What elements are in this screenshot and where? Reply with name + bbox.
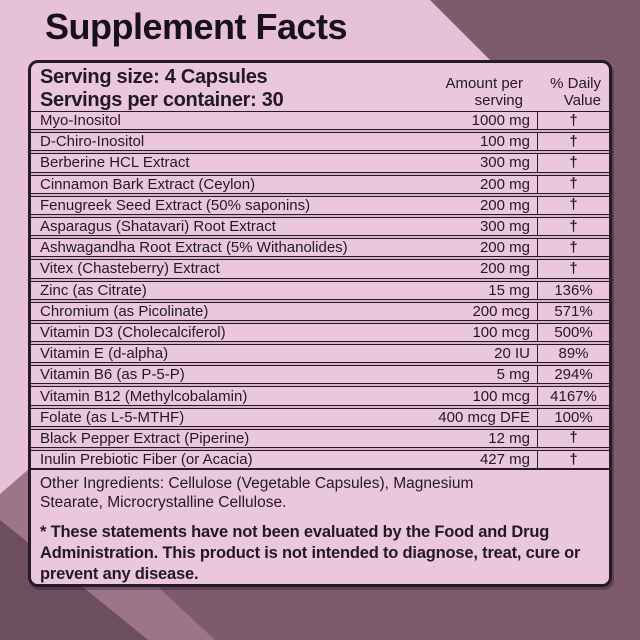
table-row: Cinnamon Bark Extract (Ceylon) 200 mg †	[31, 174, 609, 194]
panel-footer: Other Ingredients: Cellulose (Vegetable …	[31, 469, 609, 584]
ingredient-amount: 200 mg	[479, 196, 530, 214]
table-row: Zinc (as Citrate) 15 mg 136%	[31, 280, 609, 300]
ingredient-name: Vitamin B12 (Methylcobalamin)	[40, 387, 248, 405]
table-row: Vitamin B12 (Methylcobalamin) 100 mcg 4167…	[31, 386, 609, 406]
daily-value-dagger: †	[537, 133, 609, 151]
table-row: Vitamin B6 (as P-5-P) 5 mg 294%	[31, 365, 609, 385]
ingredient-name: Zinc (as Citrate)	[40, 281, 147, 299]
page-title: Supplement Facts	[45, 6, 348, 47]
ingredient-daily-value: 571%	[537, 302, 609, 320]
table-row: Vitamin D3 (Cholecalciferol) 100 mcg 500%	[31, 322, 609, 343]
daily-value-dagger: †	[537, 175, 609, 193]
ingredient-amount: 1000 mg	[471, 112, 530, 130]
ingredient-name: D-Chiro-Inositol	[40, 133, 145, 151]
ingredient-amount: 100 mg	[479, 133, 530, 151]
daily-value-dagger: †	[537, 217, 609, 236]
ingredient-amount: 15 mg	[488, 281, 530, 299]
ingredient-amount: 200 mg	[479, 175, 530, 193]
ingredient-daily-value: 294%	[537, 366, 609, 384]
table-row: Fenugreek Seed Extract (50% saponins) 200…	[31, 195, 609, 215]
ingredient-amount: 12 mg	[488, 429, 530, 447]
table-row: Chromium (as Picolinate) 200 mcg 571%	[31, 301, 609, 321]
ingredient-name: Vitamin D3 (Cholecalciferol)	[40, 323, 226, 341]
ingredient-amount: 100 mcg	[472, 323, 530, 341]
daily-value-dagger: †	[537, 451, 609, 469]
ingredient-rows: Myo-Inositol 1000 mg † D-Chiro-Inositol 100 …	[31, 111, 609, 470]
ingredient-name: Myo-Inositol	[40, 112, 121, 130]
other-ingredients: Other Ingredients: Cellulose (Vegetable …	[40, 475, 474, 512]
ingredient-name: Black Pepper Extract (Piperine)	[40, 429, 250, 447]
column-headers: Amount per serving % Daily Value	[445, 66, 603, 109]
amount-column-header: Amount per serving	[445, 75, 523, 109]
ingredient-name: Folate (as L-5-MTHF)	[40, 408, 185, 426]
ingredient-daily-value: 4167%	[537, 387, 609, 405]
table-row: D-Chiro-Inositol 100 mg †	[31, 132, 609, 152]
table-row: Ashwagandha Root Extract (5% Withanolide…	[31, 238, 609, 258]
ingredient-amount: 200 mg	[479, 260, 530, 278]
ingredient-daily-value: 89%	[537, 345, 609, 363]
ingredient-daily-value: 136%	[537, 281, 609, 299]
table-row: Asparagus (Shatavari) Root Extract 300 mg…	[31, 216, 609, 237]
daily-value-column-header: % Daily Value	[550, 75, 601, 109]
ingredient-name: Fenugreek Seed Extract (50% saponins)	[40, 196, 311, 214]
serving-size: Serving size: 4 Capsules	[40, 66, 268, 88]
daily-value-dagger: †	[537, 239, 609, 257]
ingredient-amount: 400 mcg DFE	[438, 408, 530, 426]
ingredient-amount: 300 mg	[479, 218, 530, 236]
ingredient-amount: 100 mcg	[472, 387, 530, 405]
supplement-facts-panel: Serving size: 4 Capsules Servings per co…	[28, 60, 612, 587]
daily-value-dagger: †	[537, 429, 609, 447]
ingredient-daily-value: 500%	[537, 323, 609, 342]
ingredient-name: Ashwagandha Root Extract (5% Withanolide…	[40, 239, 348, 257]
fda-disclaimer: * These statements have not been evaluat…	[40, 523, 581, 584]
servings-per-container: Servings per container: 30	[40, 89, 284, 111]
ingredient-name: Asparagus (Shatavari) Root Extract	[40, 218, 276, 236]
ingredient-name: Vitamin B6 (as P-5-P)	[40, 366, 185, 384]
ingredient-name: Vitex (Chasteberry) Extract	[40, 260, 220, 278]
ingredient-amount: 300 mg	[479, 154, 530, 172]
ingredient-amount: 20 IU	[494, 345, 530, 363]
daily-value-dagger: †	[537, 196, 609, 214]
table-row: Myo-Inositol 1000 mg †	[31, 111, 609, 131]
daily-value-dagger: †	[537, 154, 609, 172]
ingredient-name: Chromium (as Picolinate)	[40, 302, 209, 320]
ingredient-amount: 5 mg	[496, 366, 530, 384]
table-row: Vitamin E (d-alpha) 20 IU 89%	[31, 344, 609, 364]
table-row: Inulin Prebiotic Fiber (or Acacia) 427 mg…	[31, 450, 609, 470]
table-row: Vitex (Chasteberry) Extract 200 mg †	[31, 259, 609, 279]
ingredient-name: Vitamin E (d-alpha)	[40, 345, 169, 363]
table-row: Black Pepper Extract (Piperine) 12 mg †	[31, 428, 609, 448]
ingredient-name: Cinnamon Bark Extract (Ceylon)	[40, 175, 256, 193]
ingredient-amount: 200 mcg	[472, 302, 530, 320]
ingredient-name: Inulin Prebiotic Fiber (or Acacia)	[40, 451, 253, 469]
ingredient-name: Berberine HCL Extract	[40, 154, 190, 172]
ingredient-amount: 200 mg	[479, 239, 530, 257]
panel-header: Serving size: 4 Capsules Servings per co…	[31, 63, 609, 111]
daily-value-dagger: †	[537, 260, 609, 278]
serving-info: Serving size: 4 Capsules Servings per co…	[40, 66, 284, 112]
ingredient-amount: 427 mg	[479, 451, 530, 469]
daily-value-dagger: †	[537, 112, 609, 130]
ingredient-daily-value: 100%	[537, 408, 609, 426]
table-row: Folate (as L-5-MTHF) 400 mcg DFE 100%	[31, 407, 609, 427]
table-row: Berberine HCL Extract 300 mg †	[31, 153, 609, 173]
